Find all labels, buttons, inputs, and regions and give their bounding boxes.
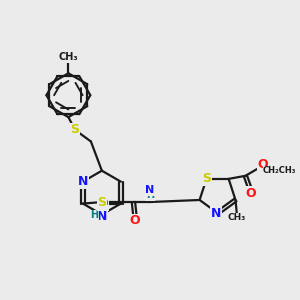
Text: S: S bbox=[70, 123, 80, 136]
Text: N: N bbox=[211, 206, 221, 220]
Text: N: N bbox=[97, 211, 107, 224]
Text: O: O bbox=[130, 214, 140, 227]
Text: O: O bbox=[97, 197, 108, 210]
Text: H: H bbox=[146, 190, 154, 200]
Text: H: H bbox=[90, 210, 98, 220]
Text: N: N bbox=[145, 185, 154, 196]
Text: CH₂CH₃: CH₂CH₃ bbox=[263, 166, 296, 175]
Text: N: N bbox=[78, 175, 89, 188]
Text: S: S bbox=[202, 172, 211, 185]
Text: CH₃: CH₃ bbox=[228, 213, 246, 222]
Text: O: O bbox=[246, 187, 256, 200]
Text: O: O bbox=[258, 158, 268, 171]
Text: S: S bbox=[97, 196, 106, 208]
Text: CH₃: CH₃ bbox=[58, 52, 78, 62]
